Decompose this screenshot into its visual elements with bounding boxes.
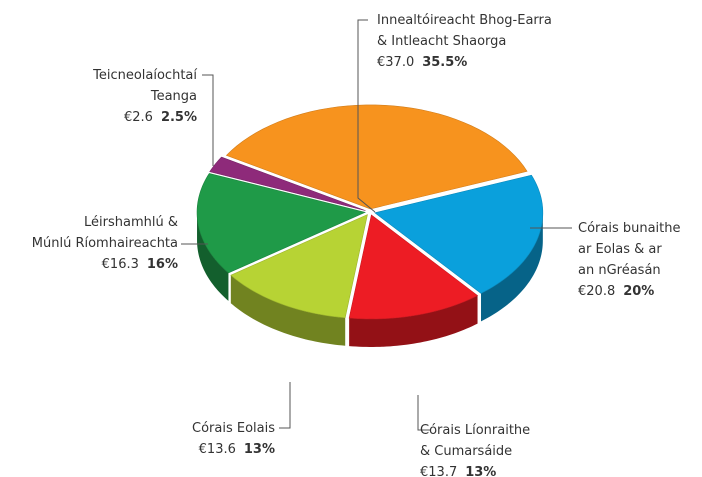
slice-side [230, 275, 346, 346]
slice [209, 156, 366, 211]
slice-label: & Cumarsáide [420, 444, 512, 459]
slice-label: Múnlú Ríomhaireachta [32, 236, 178, 251]
slice [230, 214, 368, 319]
slice-label: Córais Eolais [192, 421, 275, 436]
slice-value: €13.6 13% [199, 442, 275, 457]
amount-label: €37.0 [377, 55, 414, 70]
slice-label: Córais Líonraithe [420, 423, 530, 438]
amount-label: €13.6 [199, 442, 236, 457]
slice-label: Córais bunaithe [578, 221, 681, 236]
slice [374, 174, 544, 294]
slice-value: €2.6 2.5% [124, 110, 197, 125]
slice [225, 104, 528, 210]
leader-line [279, 382, 291, 429]
amount-label: €2.6 [124, 110, 153, 125]
leader-line [357, 19, 376, 213]
leader-line [417, 395, 430, 431]
percent-label: 20% [623, 284, 654, 299]
amount-label: €20.8 [578, 284, 615, 299]
amount-label: €16.3 [102, 257, 139, 272]
slice-label: Teanga [150, 89, 197, 104]
slice [348, 214, 479, 320]
slice-value: €20.8 20% [578, 284, 654, 299]
slice-side [481, 212, 543, 322]
amount-label: €13.7 [420, 465, 457, 477]
slice-label: an nGréasán [578, 263, 661, 278]
percent-label: 2.5% [161, 110, 197, 125]
slice-value: €37.0 35.5% [377, 55, 467, 70]
slice-label: Léirshamhlú & [84, 215, 178, 230]
slice [196, 173, 366, 274]
slice-label: ar Eolas & ar [578, 242, 662, 257]
percent-label: 13% [244, 442, 275, 457]
slice-value: €16.3 16% [102, 257, 178, 272]
percent-label: 35.5% [422, 55, 467, 70]
leader-line [202, 74, 214, 166]
slice-label: & Intleacht Shaorga [377, 34, 506, 49]
percent-label: 16% [147, 257, 178, 272]
percent-label: 13% [465, 465, 496, 477]
slice-label: Innealtóireacht Bhog-Earra [377, 13, 552, 28]
slice-value: €13.7 13% [420, 465, 496, 477]
slice-label: Teicneolaíochtaí [92, 68, 197, 83]
